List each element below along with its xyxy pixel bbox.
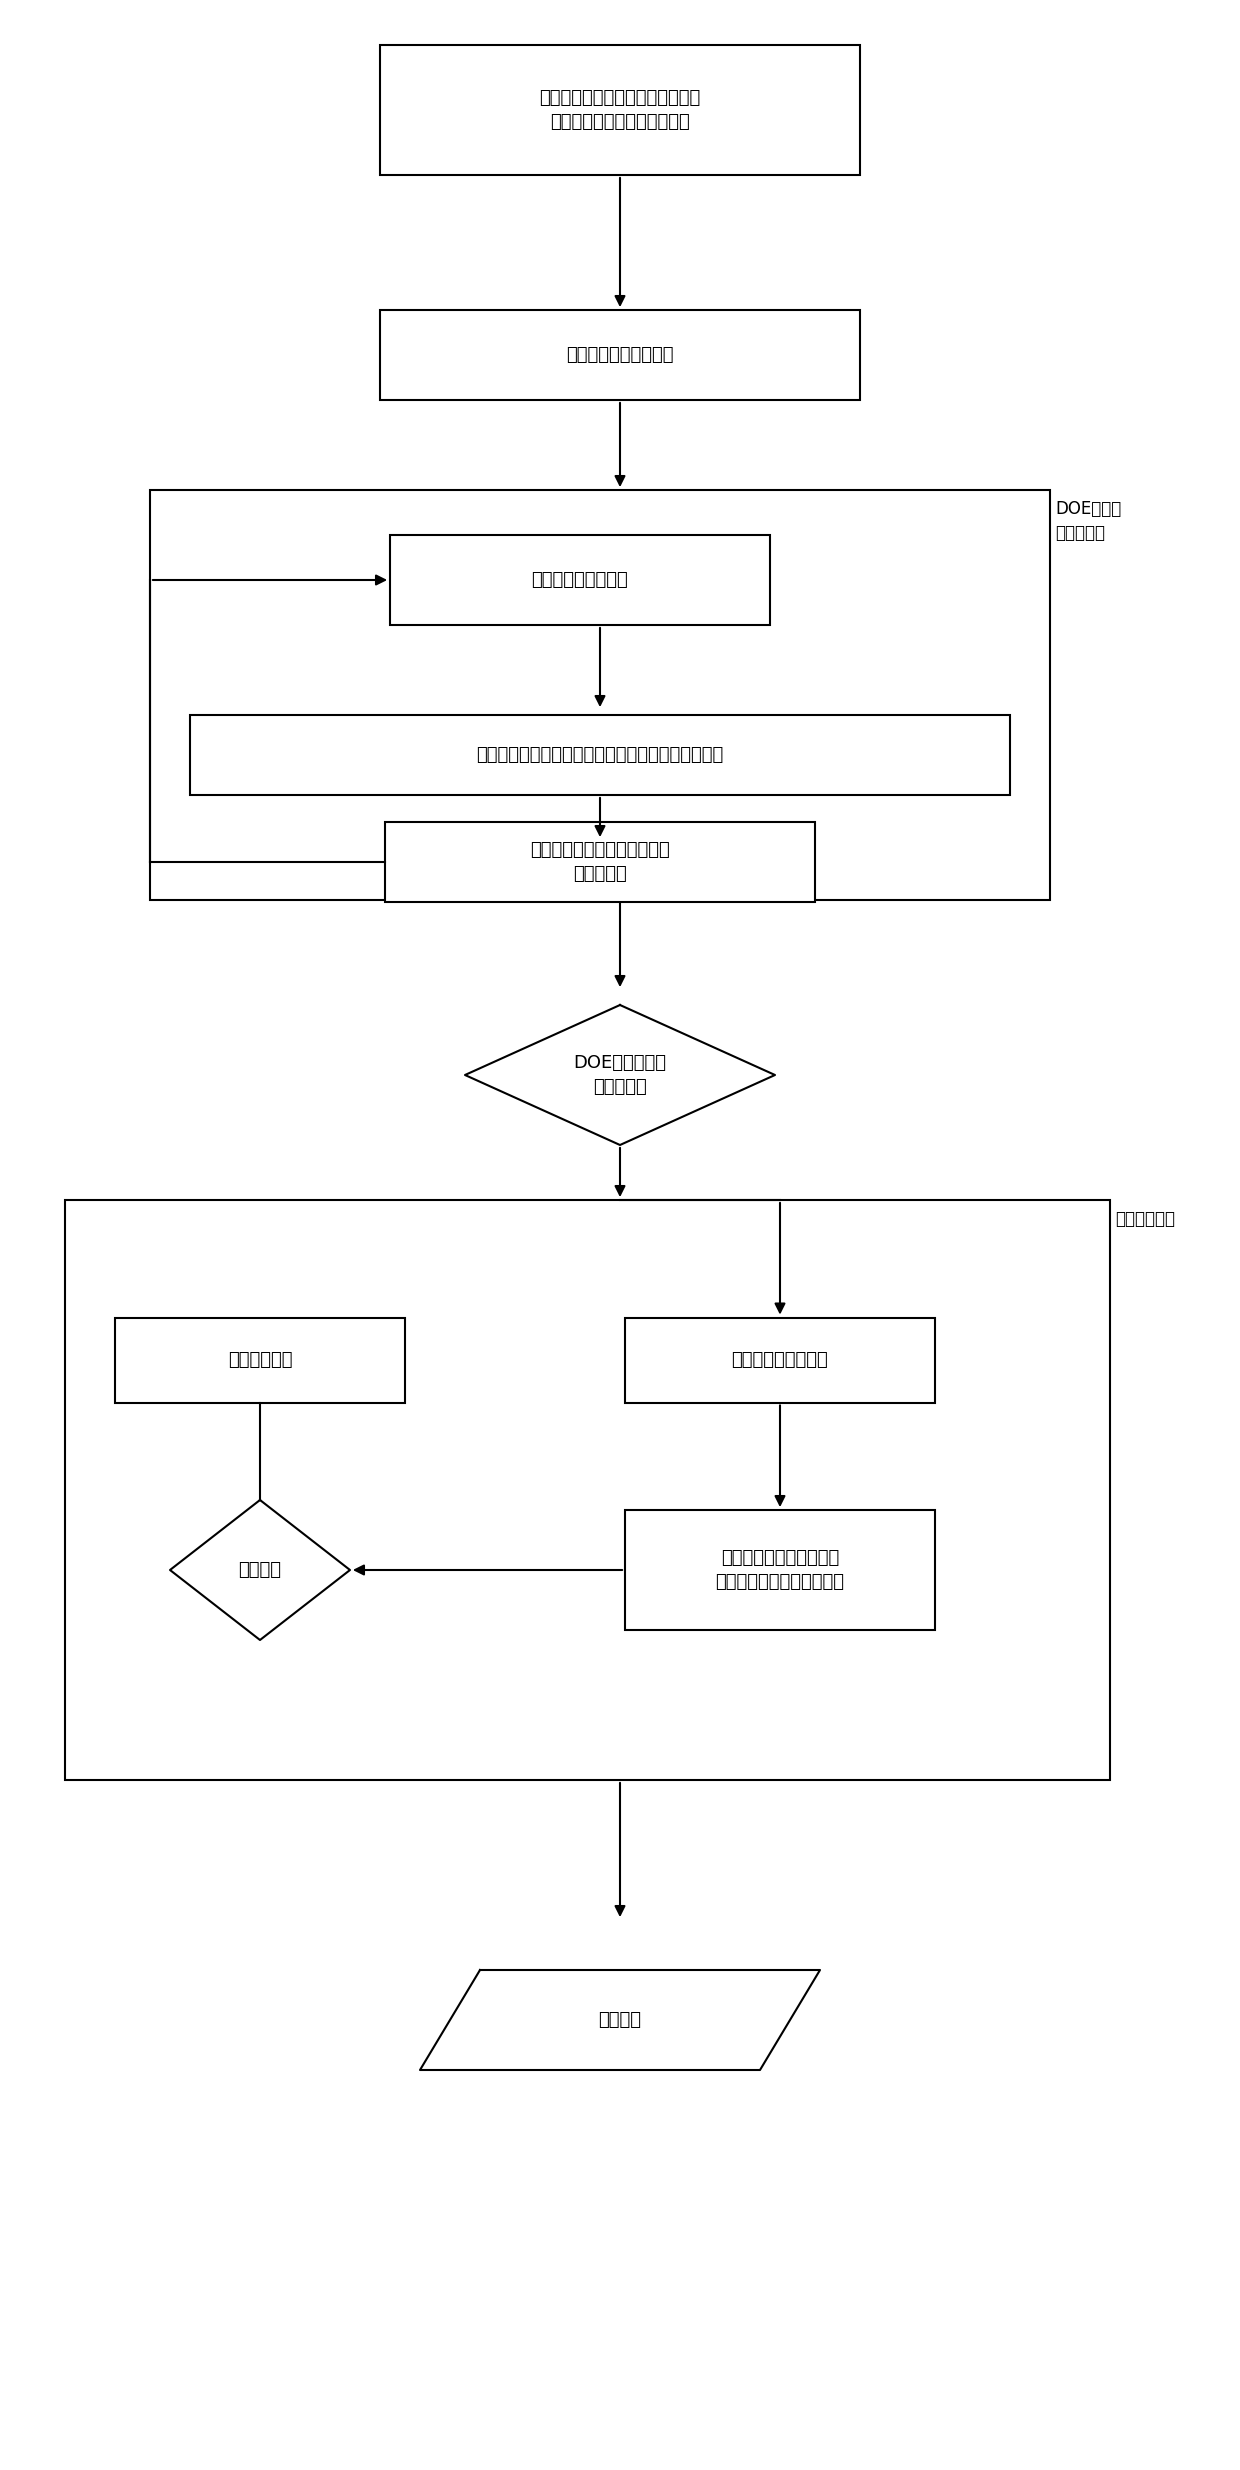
Bar [115, 1317, 405, 1403]
Bar [379, 44, 861, 175]
Bar [379, 311, 861, 400]
Bar [625, 1509, 935, 1630]
Bar [384, 823, 815, 902]
Bar [64, 1200, 1110, 1781]
Text: 波音探索算法: 波音探索算法 [1115, 1210, 1176, 1228]
Text: 最优结果: 最优结果 [599, 2011, 641, 2028]
Text: DOE计算及
敏感度分析: DOE计算及 敏感度分析 [1055, 499, 1121, 541]
Text: 梯度优化算法: 梯度优化算法 [228, 1351, 293, 1368]
Text: 重新生成有限元模型并计
算，提取瞬态冲击载荷峰值: 重新生成有限元模型并计 算，提取瞬态冲击载荷峰值 [715, 1549, 844, 1591]
Text: 记录接触面几何尺寸及瞬态冲
击载荷峰值: 记录接触面几何尺寸及瞬态冲 击载荷峰值 [531, 842, 670, 882]
Text: DOE计算及敏感
度分析结果: DOE计算及敏感 度分析结果 [573, 1055, 667, 1097]
Bar [625, 1317, 935, 1403]
Text: 改变接触面几何尺寸: 改变接触面几何尺寸 [532, 571, 629, 588]
Text: 改变接触面几何尺寸: 改变接触面几何尺寸 [732, 1351, 828, 1368]
Bar [190, 714, 1011, 795]
Text: 接触面几何尺寸参数化: 接触面几何尺寸参数化 [567, 346, 673, 363]
Bar [391, 536, 770, 625]
Text: 结果比较: 结果比较 [238, 1561, 281, 1578]
Text: 重新生成有限元模型并计算，提取瞬态冲击载荷峰值: 重新生成有限元模型并计算，提取瞬态冲击载荷峰值 [476, 746, 724, 763]
Bar [150, 489, 1050, 899]
Text: 模型建立瞬态动力学有限元模型并
计算，提取瞬态冲击载荷峰值: 模型建立瞬态动力学有限元模型并 计算，提取瞬态冲击载荷峰值 [539, 89, 701, 131]
